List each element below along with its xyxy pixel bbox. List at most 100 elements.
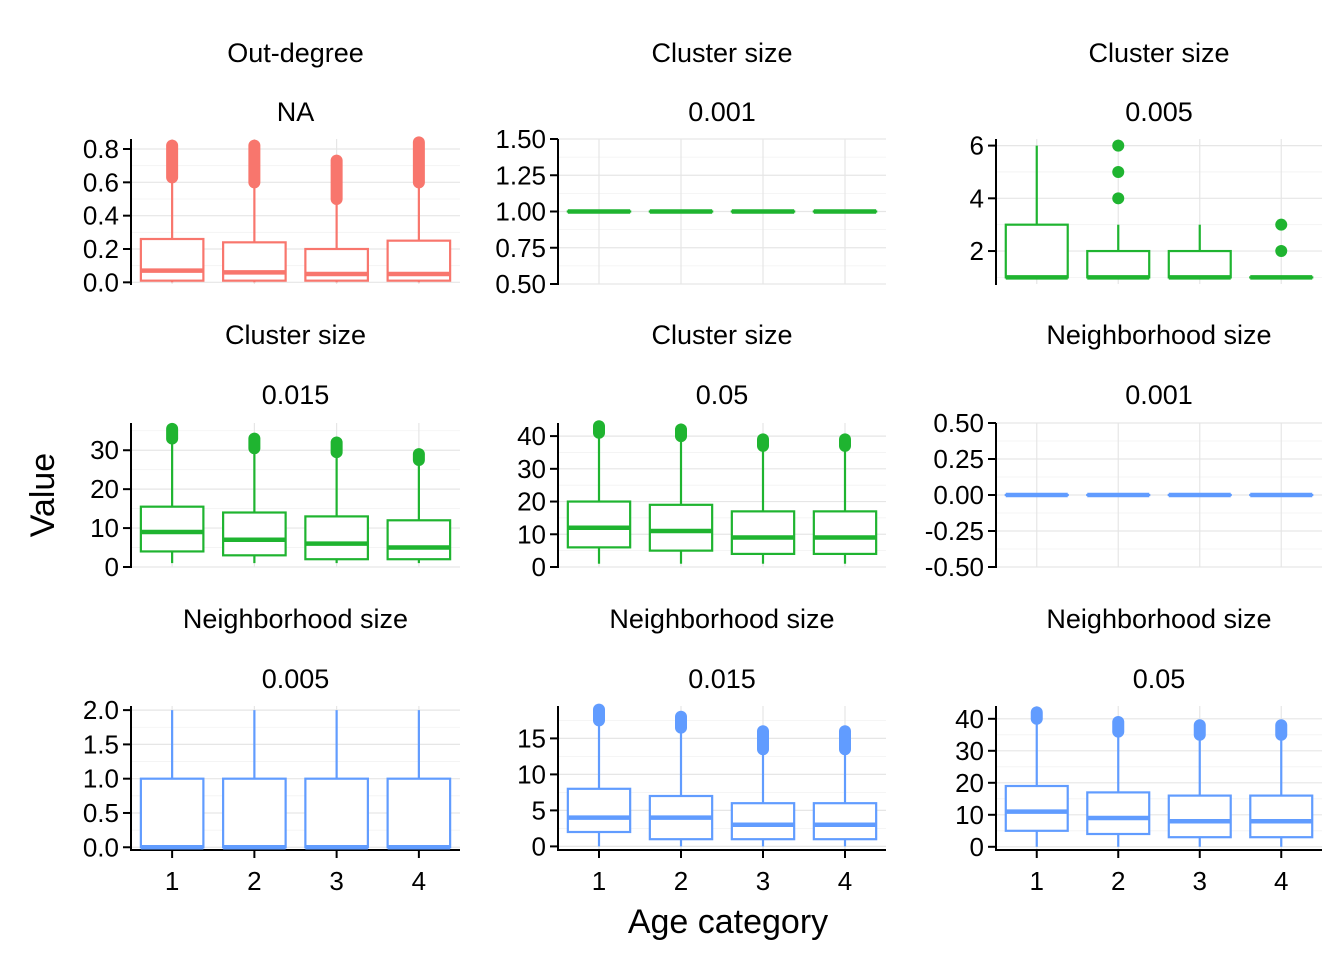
facet-metric-label: Neighborhood size	[1046, 604, 1271, 634]
facet-panel-7: Neighborhood size 0.005 0.0 0.5 1.0 1.5 2.0 1 2 3…	[83, 604, 460, 896]
facet-metric-label: Out-degree	[227, 38, 364, 68]
x-tick-label: 1	[1030, 866, 1044, 896]
y-tick-label: 40	[955, 704, 984, 734]
box-iqr	[1004, 784, 1069, 832]
box-iqr	[139, 505, 205, 553]
facet-param-label: 0.05	[1133, 664, 1186, 694]
y-tick-label: 0.75	[495, 233, 546, 263]
y-tick-label: 5	[532, 795, 546, 825]
box-category-2	[648, 710, 714, 847]
facet-panel-1: Out-degree NA 0.00.20.4 0.60.8	[83, 38, 460, 297]
x-tick-label: 4	[412, 866, 426, 896]
x-tick-label: 2	[1111, 866, 1125, 896]
y-tick-label: 0.5	[83, 798, 119, 828]
y-tick-label: 0.0	[83, 267, 119, 297]
box-iqr	[386, 777, 452, 849]
box-category-1	[139, 139, 205, 283]
y-tick-label: 0.00	[933, 480, 984, 510]
y-tick-label: 30	[90, 435, 119, 465]
x-tick-label: 1	[592, 866, 606, 896]
box-iqr	[139, 237, 205, 282]
box-iqr	[1086, 791, 1151, 836]
facet-metric-label: Cluster size	[651, 320, 792, 350]
box-iqr	[139, 777, 205, 849]
facet-param-label: 0.005	[262, 664, 330, 694]
y-tick-label: 10	[955, 800, 984, 830]
box-iqr	[566, 787, 632, 834]
facet-metric-label: Cluster size	[225, 320, 366, 350]
box-iqr	[304, 515, 369, 561]
box-category-3	[1167, 719, 1232, 847]
box-category-3	[304, 154, 369, 283]
facet-metric-label: Cluster size	[1088, 38, 1229, 68]
facet-param-label: 0.005	[1125, 97, 1193, 127]
x-tick-label: 3	[329, 866, 343, 896]
box-iqr	[386, 519, 452, 561]
y-tick-label: 30	[517, 454, 546, 484]
facet-param-label: 0.05	[696, 380, 749, 410]
box-iqr	[566, 500, 632, 549]
box-category-3	[730, 433, 796, 564]
y-tick-label: -0.50	[925, 552, 984, 582]
x-axis-label: Age category	[628, 903, 828, 941]
box-category-3	[1167, 224, 1232, 280]
grid-lines	[996, 422, 1322, 568]
box-category-3	[304, 436, 369, 564]
y-tick-label: 1.50	[495, 124, 546, 154]
facet-panel-8: Neighborhood size 0.015 0 5 10 15 1 2 3 4	[517, 604, 886, 896]
box-iqr	[1086, 249, 1151, 279]
y-tick-label: 20	[517, 487, 546, 517]
box-iqr	[1004, 223, 1069, 279]
facet-param-label: 0.001	[1125, 380, 1193, 410]
facet-panel-3: Cluster size 0.005 2 4 6	[970, 38, 1322, 285]
box-category-2	[648, 423, 714, 564]
box-category-3	[304, 710, 369, 850]
x-tick-label: 1	[165, 866, 179, 896]
y-tick-label: 4	[970, 183, 984, 213]
box-category-4	[386, 136, 452, 283]
y-tick-label: 2	[970, 236, 984, 266]
outlier-point	[1112, 165, 1125, 178]
y-tick-label: 0.8	[83, 134, 119, 164]
y-tick-label: 0.6	[83, 167, 119, 197]
facet-metric-label: Neighborhood size	[1046, 320, 1271, 350]
box-iqr	[1167, 249, 1232, 279]
facet-panel-2: Cluster size 0.001 0.50 0.75 1.00 1.25 1.50	[495, 38, 886, 299]
box-iqr	[730, 510, 796, 556]
x-tick-label: 3	[756, 866, 770, 896]
facet-metric-label: Neighborhood size	[183, 604, 408, 634]
y-tick-label: 0.25	[933, 444, 984, 474]
y-tick-label: 0.4	[83, 201, 119, 231]
box-category-4	[812, 433, 878, 564]
y-tick-label: 30	[955, 736, 984, 766]
box-iqr	[812, 802, 878, 841]
x-tick-label: 4	[1274, 866, 1288, 896]
box-category-4	[812, 725, 878, 847]
box-category-4	[386, 448, 452, 564]
y-tick-label: 15	[517, 723, 546, 753]
box-iqr	[222, 777, 287, 849]
facet-param-label: NA	[277, 97, 315, 127]
box-iqr	[304, 777, 369, 849]
facet-panel-4: Cluster size 0.015 0 10 20 30	[90, 320, 460, 582]
y-tick-label: 0.0	[83, 832, 119, 862]
y-tick-label: 40	[517, 421, 546, 451]
facet-param-label: 0.015	[262, 380, 330, 410]
box-category-4	[386, 710, 452, 850]
box-iqr	[1249, 794, 1314, 839]
box-category-2	[222, 139, 287, 283]
box-iqr	[222, 511, 287, 557]
facet-param-label: 0.001	[688, 97, 756, 127]
facet-metric-label: Cluster size	[651, 38, 792, 68]
box-iqr	[812, 510, 878, 556]
x-tick-label: 4	[838, 866, 852, 896]
y-tick-label: 0	[970, 832, 984, 862]
box-category-1	[139, 422, 205, 564]
outlier-point	[1275, 245, 1288, 258]
facet-param-label: 0.015	[688, 664, 756, 694]
y-tick-label: 0.50	[495, 269, 546, 299]
box-category-1	[1004, 706, 1069, 847]
